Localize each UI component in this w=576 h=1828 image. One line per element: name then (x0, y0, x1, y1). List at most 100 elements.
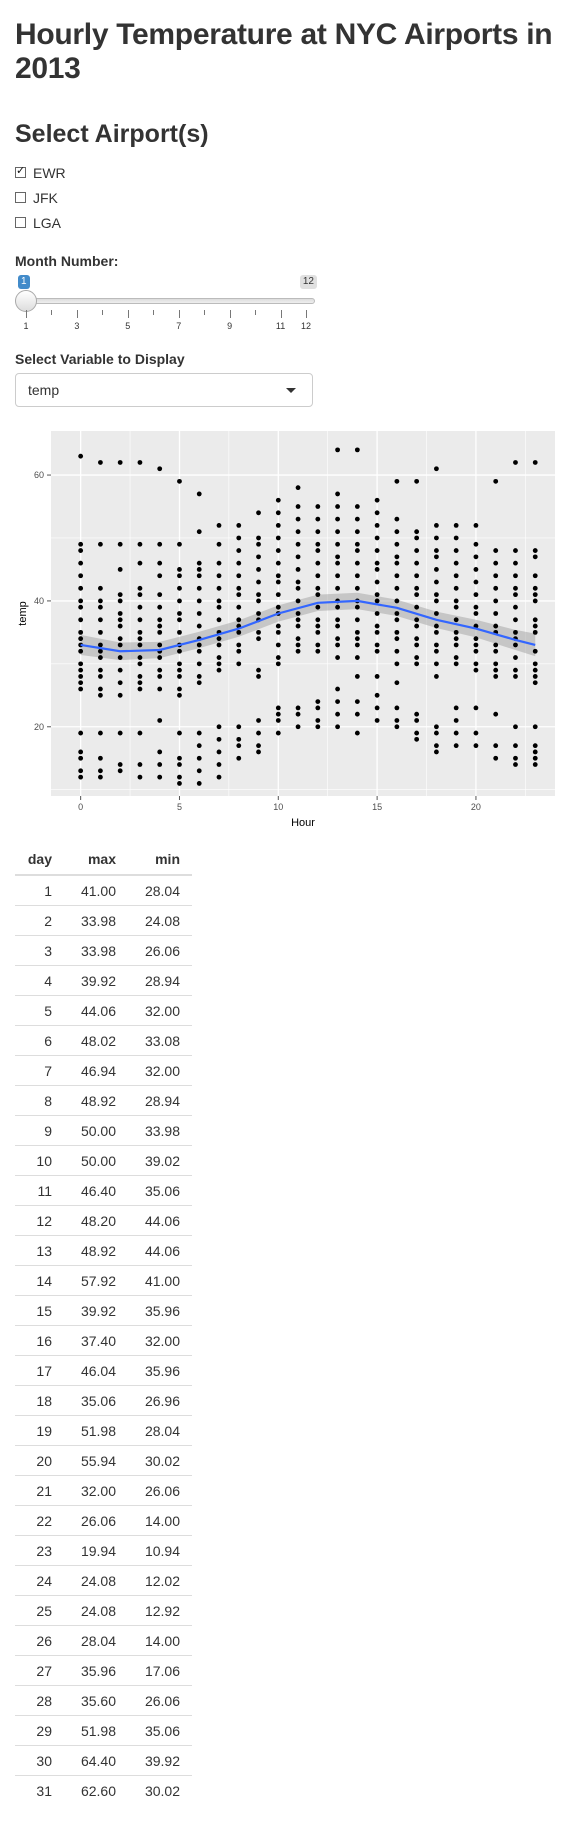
data-point (335, 516, 340, 522)
data-point (216, 774, 222, 780)
airport-option-ewr[interactable]: EWR (15, 160, 561, 185)
data-point (236, 560, 242, 566)
data-point (493, 711, 499, 717)
airport-option-jfk[interactable]: JFK (15, 185, 561, 210)
table-row: 5 44.06 32.00 (15, 995, 192, 1026)
slider-tick (153, 310, 155, 315)
table-row: 7 46.94 32.00 (15, 1055, 192, 1086)
data-point (216, 573, 222, 579)
data-point (315, 642, 321, 648)
cell-max: 24.08 (64, 1565, 128, 1596)
data-point (354, 642, 360, 648)
data-point (513, 629, 518, 635)
data-point (137, 460, 143, 465)
data-point (374, 592, 380, 598)
data-point (434, 642, 439, 648)
cell-day: 28 (15, 1685, 64, 1716)
slider-tick (229, 310, 231, 318)
cell-day: 19 (15, 1415, 64, 1446)
data-point (98, 604, 103, 610)
checkbox-lga[interactable] (15, 217, 26, 228)
table-row: 12 48.20 44.06 (15, 1205, 192, 1236)
cell-min: 41.00 (128, 1265, 192, 1296)
data-point (532, 667, 538, 673)
airport-option-lga[interactable]: LGA (15, 210, 561, 235)
data-point (275, 522, 281, 528)
data-point (275, 510, 281, 516)
data-point (177, 674, 182, 679)
table-row: 16 37.40 32.00 (15, 1325, 192, 1356)
data-point (78, 755, 84, 761)
data-point (493, 642, 499, 648)
cell-day: 4 (15, 965, 64, 996)
cell-min: 26.06 (128, 935, 192, 966)
month-slider[interactable]: 1 12 1 3 5 7 9 11 12 (15, 275, 317, 345)
data-point (374, 598, 380, 604)
data-point (354, 636, 360, 642)
slider-track[interactable] (15, 298, 315, 304)
data-point (513, 674, 518, 679)
data-point (473, 592, 479, 598)
data-point (137, 680, 143, 686)
variable-select-value: temp (28, 382, 60, 398)
data-point (394, 705, 400, 711)
data-point (117, 460, 123, 465)
data-point (295, 617, 301, 623)
data-point (78, 674, 84, 679)
data-point (315, 629, 321, 635)
data-point (295, 711, 301, 717)
slider-handle[interactable] (15, 290, 37, 312)
x-tick-label: 10 (273, 802, 283, 812)
airport-option-label: LGA (33, 214, 62, 231)
data-point (137, 560, 143, 566)
y-tick-label: 40 (34, 596, 44, 606)
checkbox-jfk[interactable] (15, 192, 26, 203)
data-point (453, 535, 459, 541)
cell-day: 22 (15, 1505, 64, 1536)
data-point (98, 460, 103, 465)
cell-max: 19.94 (64, 1535, 128, 1566)
data-point (196, 730, 202, 736)
cell-day: 11 (15, 1175, 64, 1206)
data-point (532, 680, 538, 686)
variable-select[interactable]: temp (15, 373, 313, 407)
data-point (78, 680, 84, 686)
data-point (473, 541, 479, 547)
smooth-ribbon (80, 592, 536, 661)
data-point (78, 686, 84, 692)
data-point (196, 529, 202, 535)
data-point (236, 585, 242, 591)
data-point (354, 560, 360, 566)
data-point (275, 535, 281, 541)
data-points (78, 447, 538, 786)
data-point (414, 535, 420, 541)
data-point (354, 516, 360, 522)
data-point (295, 623, 301, 629)
data-point (394, 661, 400, 667)
data-point (315, 617, 321, 623)
data-point (216, 749, 222, 755)
data-point (256, 730, 261, 736)
data-point (473, 661, 479, 667)
data-point (335, 573, 340, 579)
data-point (295, 705, 301, 711)
checkbox-ewr[interactable] (15, 164, 26, 178)
temperature-plot: 0 5 10 15 20 20 40 60 Hour temp (15, 427, 561, 842)
data-point (374, 692, 380, 698)
data-point (78, 667, 84, 673)
cell-day: 10 (15, 1145, 64, 1176)
data-point (98, 655, 103, 660)
cell-day: 8 (15, 1085, 64, 1116)
data-point (117, 762, 123, 767)
data-point (117, 768, 123, 774)
data-point (513, 548, 518, 553)
data-point (256, 611, 261, 616)
slider-tick (280, 310, 282, 318)
cell-max: 64.40 (64, 1745, 128, 1776)
data-point (256, 567, 261, 572)
table-row: 21 32.00 26.06 (15, 1475, 192, 1506)
data-point (394, 648, 400, 654)
cell-min: 10.94 (128, 1535, 192, 1566)
cell-min: 35.96 (128, 1355, 192, 1386)
